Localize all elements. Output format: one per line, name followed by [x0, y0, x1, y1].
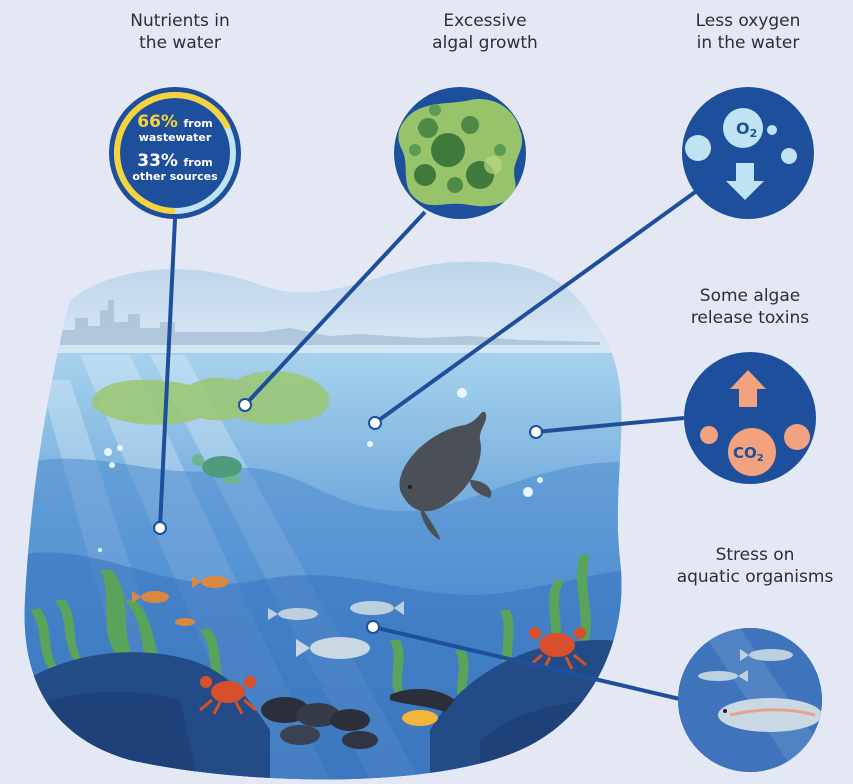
algae-mat [91, 371, 330, 425]
co2-bubble-icon [728, 428, 776, 476]
label-stress: Stress on aquatic organisms [676, 545, 834, 587]
crab-icon [199, 627, 587, 715]
city-skyline [60, 300, 600, 350]
algal-circle [394, 87, 526, 219]
label-nutrients: Nutrients in the water [130, 11, 230, 53]
wastewater-percent: 66% [137, 112, 178, 132]
other-label: other sources [132, 170, 218, 183]
connector-dots [153, 398, 543, 634]
stress-circle [678, 628, 822, 772]
other-percent: 33% [137, 151, 178, 171]
underwater-scene [24, 261, 622, 780]
mussel-icon [261, 688, 455, 749]
seal-icon [399, 411, 492, 540]
bubbles [98, 388, 543, 552]
fish-icon [132, 576, 404, 659]
toxins-circle [684, 352, 816, 484]
co2-symbol: CO2 [733, 444, 764, 464]
nutrients-breakdown: 66% from wastewater 33% from other sourc… [118, 112, 232, 183]
algae-blob-icon [398, 99, 523, 207]
label-less-oxygen: Less oxygen in the water [695, 11, 801, 53]
other-from: from [183, 156, 213, 169]
wastewater-label: wastewater [138, 131, 212, 144]
turtle-icon [192, 454, 242, 484]
label-toxins: Some algae release toxins [690, 286, 810, 328]
wastewater-from: from [183, 117, 213, 130]
wastewater-row: 66% from wastewater [118, 112, 232, 144]
connector-lines [158, 188, 700, 702]
oxygen-bubble-icon [685, 135, 711, 161]
oxygen-circle [682, 87, 814, 219]
oxygen-symbol: O2 [736, 119, 757, 140]
label-algal-growth: Excessive algal growth [432, 11, 538, 53]
up-arrow-icon [730, 370, 766, 407]
other-sources-row: 33% from other sources [118, 151, 232, 183]
down-arrow-icon [726, 163, 764, 200]
nutrients-circle [109, 87, 241, 219]
